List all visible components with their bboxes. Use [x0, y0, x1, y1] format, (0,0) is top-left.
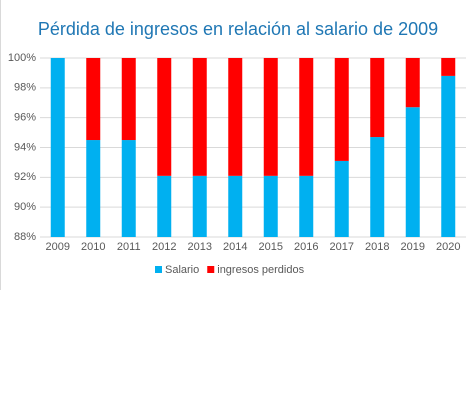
bar-segment — [405, 58, 420, 108]
bar-segment — [263, 58, 278, 176]
bar-segment — [157, 58, 172, 176]
x-tick-label: 2011 — [117, 241, 141, 253]
bar-segment — [228, 58, 243, 176]
x-tick-label: 2015 — [259, 241, 283, 253]
bar-segment — [263, 175, 278, 237]
bar-segment — [334, 160, 349, 237]
bar-segment — [86, 58, 101, 141]
legend-label: Salario — [165, 264, 199, 276]
x-tick-label: 2009 — [46, 241, 70, 253]
bar-segment — [192, 58, 207, 176]
bar-segment — [441, 58, 456, 76]
bar-segment — [50, 58, 65, 237]
bar-segment — [441, 75, 456, 238]
bar-segment — [157, 175, 172, 237]
legend-swatch — [207, 266, 215, 273]
x-tick-label: 2019 — [401, 241, 425, 253]
x-tick-label: 2016 — [294, 241, 318, 253]
y-tick-label: 96% — [14, 112, 36, 124]
bar-segment — [121, 58, 136, 141]
y-tick-label: 100% — [8, 52, 36, 64]
x-tick-label: 2010 — [81, 241, 105, 253]
bar-segment — [370, 137, 385, 237]
bar-segment — [228, 175, 243, 237]
x-tick-label: 2013 — [188, 241, 212, 253]
bar-segment — [192, 175, 207, 237]
y-tick-label: 92% — [14, 171, 36, 183]
y-tick-label: 90% — [14, 201, 36, 213]
legend-swatch — [155, 266, 162, 273]
bar-segment — [299, 175, 314, 237]
x-tick-label: 2012 — [152, 241, 176, 253]
bar-segment — [86, 140, 101, 237]
x-tick-label: 2014 — [223, 241, 247, 253]
y-tick-label: 88% — [14, 231, 36, 243]
bar-segment — [121, 140, 136, 237]
legend-label: ingresos perdidos — [217, 264, 304, 276]
x-tick-label: 2020 — [436, 241, 460, 253]
y-tick-label: 98% — [14, 82, 36, 94]
chart-title: Pérdida de ingresos en relación al salar… — [38, 19, 438, 39]
bar-segment — [405, 107, 420, 237]
x-tick-label: 2018 — [365, 241, 389, 253]
y-tick-label: 94% — [14, 141, 36, 153]
bar-segment — [299, 58, 314, 176]
bar-segment — [370, 58, 385, 138]
bar-segment — [334, 58, 349, 161]
x-tick-label: 2017 — [330, 241, 354, 253]
